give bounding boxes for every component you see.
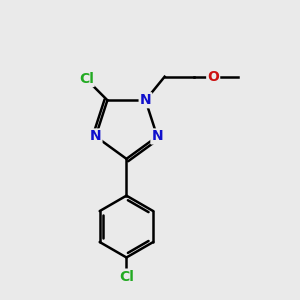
Text: Cl: Cl [119,270,134,283]
Text: N: N [90,130,101,143]
Text: O: O [207,70,219,84]
Text: N: N [140,93,151,107]
Text: N: N [152,130,163,143]
Text: Cl: Cl [79,72,94,86]
